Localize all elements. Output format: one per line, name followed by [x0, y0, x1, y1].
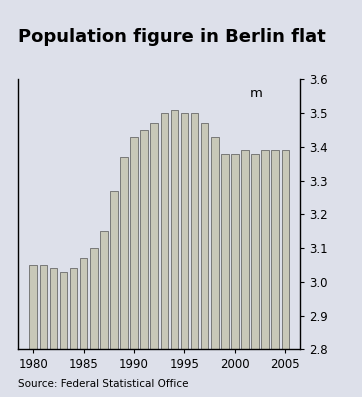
Bar — [80, 258, 88, 397]
Bar — [221, 154, 229, 397]
Bar — [261, 150, 269, 397]
Bar — [251, 154, 259, 397]
Bar — [90, 248, 97, 397]
Text: Population figure in Berlin flat: Population figure in Berlin flat — [18, 28, 326, 46]
Bar — [160, 113, 168, 397]
Bar — [171, 110, 178, 397]
Bar — [140, 130, 148, 397]
Text: Source: Federal Statistical Office: Source: Federal Statistical Office — [18, 379, 189, 389]
Bar — [181, 113, 188, 397]
Bar — [130, 137, 138, 397]
Bar — [272, 150, 279, 397]
Bar — [231, 154, 239, 397]
Bar — [100, 231, 108, 397]
Bar — [60, 272, 67, 397]
Bar — [201, 123, 209, 397]
Bar — [50, 268, 57, 397]
Bar — [110, 191, 118, 397]
Bar — [282, 150, 289, 397]
Bar — [211, 137, 219, 397]
Bar — [29, 265, 37, 397]
Bar — [39, 265, 47, 397]
Text: m: m — [250, 87, 262, 100]
Bar — [191, 113, 198, 397]
Bar — [120, 157, 128, 397]
Bar — [70, 268, 77, 397]
Bar — [241, 150, 249, 397]
Bar — [151, 123, 158, 397]
